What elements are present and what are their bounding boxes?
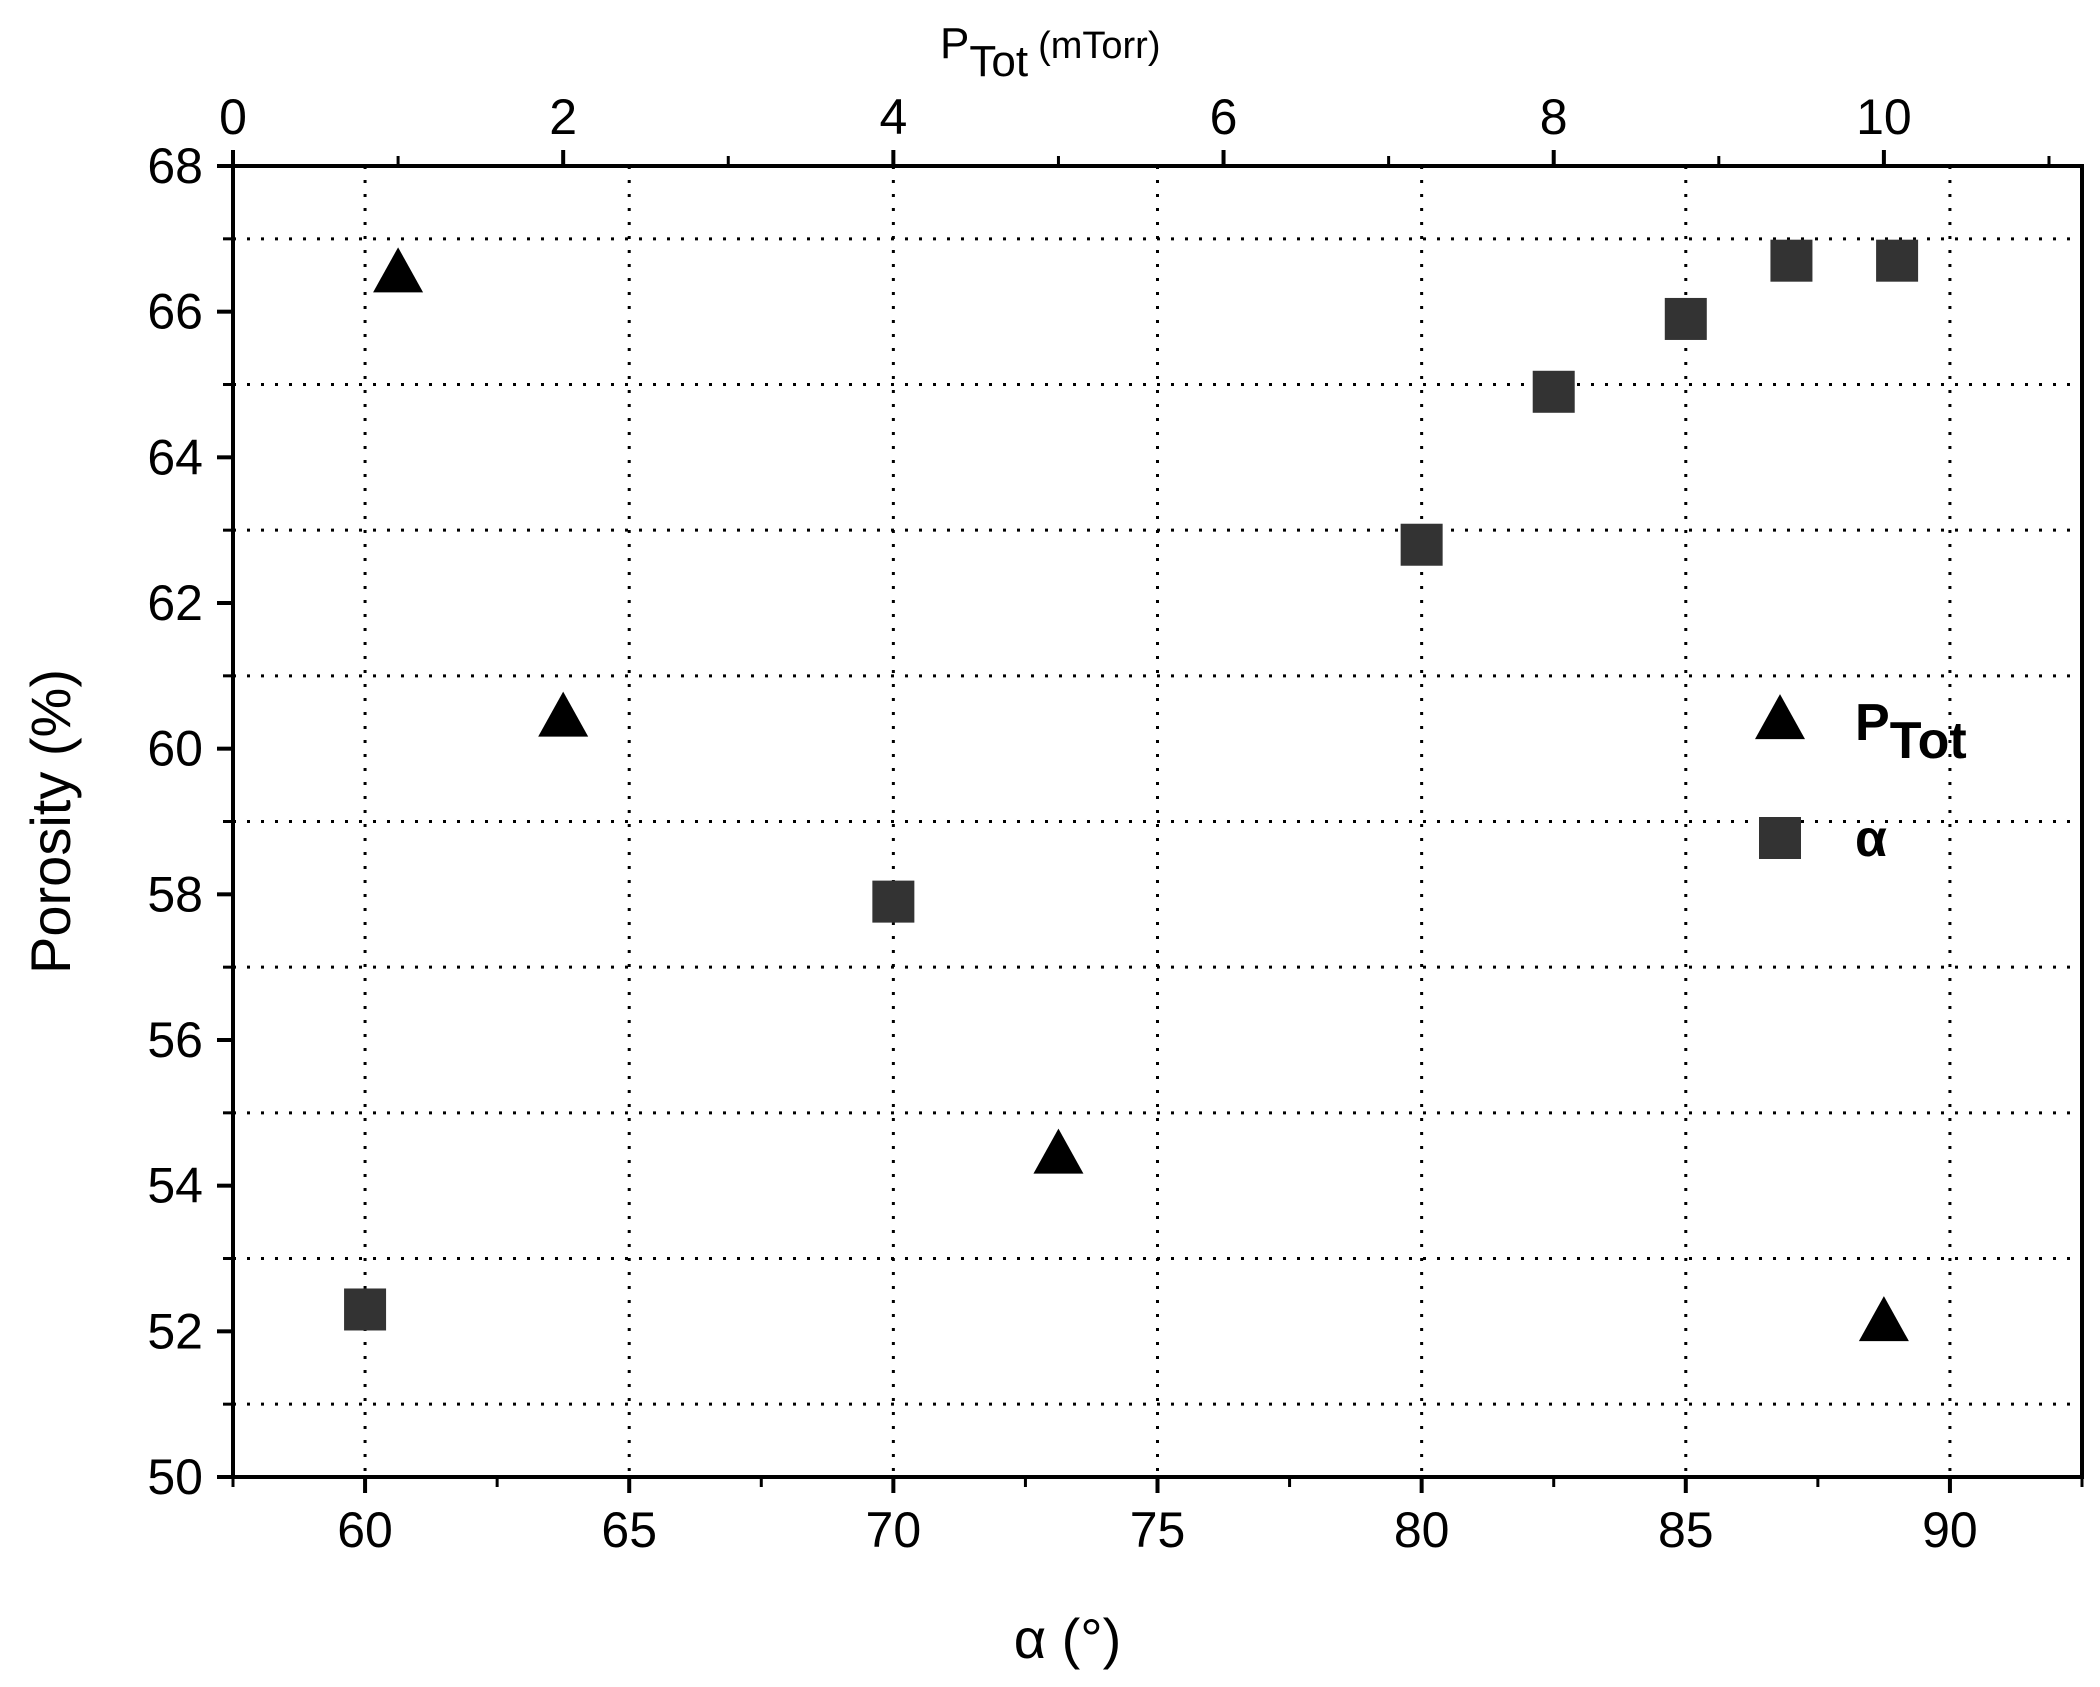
alpha-point	[1664, 297, 1707, 340]
x2-tick-label: 2	[549, 89, 577, 145]
axis-labels: 60 65 70 75 80 85 900 2 4 6 8 105052545658606264666…	[19, 19, 1978, 1670]
x2-tick-label: 6	[1210, 89, 1238, 145]
y-tick-label: 62	[147, 575, 203, 631]
x2-tick-label: 0	[219, 89, 247, 145]
x-tick-label: 70	[866, 1502, 922, 1558]
y-tick-label: 60	[147, 721, 203, 777]
ptot-point	[373, 247, 424, 293]
ptot-point	[1858, 1296, 1909, 1342]
y-tick-label: 64	[147, 429, 203, 485]
y-tick-label: 56	[147, 1012, 203, 1068]
y-tick-label: 50	[147, 1449, 203, 1505]
legend-alpha-marker	[1759, 817, 1801, 859]
x-tick-label: 75	[1130, 1502, 1186, 1558]
y-axis-title: Porosity (%)	[19, 669, 82, 974]
legend-alpha-label: α	[1855, 810, 1887, 868]
alpha-point	[1400, 523, 1443, 566]
y-tick-label: 52	[147, 1303, 203, 1359]
alpha-point	[1770, 239, 1813, 282]
alpha-point	[1876, 239, 1919, 282]
alpha-point	[344, 1288, 387, 1331]
ptot-point	[1033, 1128, 1084, 1174]
y-tick-label: 66	[147, 284, 203, 340]
x-axis-title: α (°)	[1014, 1607, 1122, 1670]
y-tick-label: 54	[147, 1158, 203, 1214]
x2-axis-title-subscript: Tot	[969, 37, 1028, 86]
x2-tick-label: 8	[1540, 89, 1568, 145]
legend-ptot-marker	[1755, 694, 1805, 740]
alpha-point	[872, 880, 915, 923]
x2-tick-label: 4	[879, 89, 907, 145]
axis-ticks	[217, 150, 2084, 1493]
x-tick-label: 60	[337, 1502, 393, 1558]
alpha-point	[1532, 370, 1575, 413]
ptot-point	[538, 691, 589, 737]
x2-axis-title-unit: (mTorr)	[1038, 25, 1160, 67]
legend-label-subscript: Tot	[1890, 712, 1967, 770]
x-tick-label: 85	[1658, 1502, 1714, 1558]
legend-label-main: P	[1855, 694, 1890, 752]
x2-axis-title-main: P	[940, 19, 969, 68]
y-tick-label: 58	[147, 866, 203, 922]
x-tick-label: 80	[1394, 1502, 1450, 1558]
data-points	[344, 239, 1919, 1342]
x-tick-label: 65	[601, 1502, 657, 1558]
x2-tick-label: 10	[1856, 89, 1912, 145]
legend-ptot-label: PTot	[1855, 694, 1967, 770]
grid	[233, 166, 2082, 1477]
x-tick-label: 90	[1922, 1502, 1978, 1558]
x2-axis-title: PTot (mTorr)	[940, 19, 1160, 86]
y-tick-label: 68	[147, 138, 203, 194]
legend-label-main: α	[1855, 810, 1887, 868]
